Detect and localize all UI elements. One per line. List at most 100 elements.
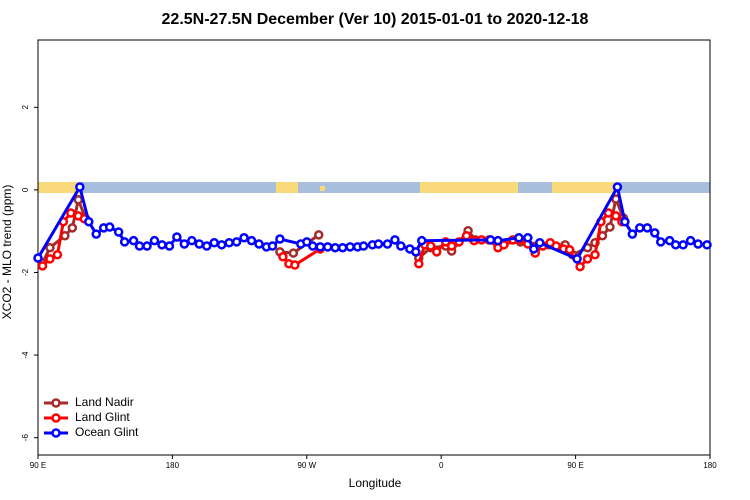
point [67, 223, 78, 233]
point [239, 233, 249, 243]
point [358, 241, 369, 251]
point [45, 254, 55, 264]
point [373, 239, 384, 249]
y-tick-label: 0 [21, 187, 30, 192]
point [267, 241, 278, 251]
point [330, 242, 340, 253]
legend-label: Land Nadir [75, 395, 134, 409]
x-tick-label: 90 E [567, 461, 583, 470]
x-axis-label: Longitude [349, 476, 402, 490]
point [417, 235, 427, 246]
point [693, 239, 703, 249]
ocean-strip [38, 182, 710, 193]
point [149, 235, 160, 246]
point [564, 245, 575, 255]
point [73, 195, 84, 205]
point [485, 235, 496, 245]
point [134, 241, 145, 251]
point [113, 227, 124, 237]
point [246, 235, 257, 246]
point [275, 234, 285, 244]
point [685, 235, 696, 246]
y-tick-label: 2 [21, 105, 30, 110]
point [620, 216, 630, 227]
point [493, 235, 503, 246]
point [535, 238, 545, 248]
point [446, 241, 457, 251]
point [37, 261, 48, 271]
y-tick-label: -2 [21, 268, 30, 276]
chart-title: 22.5N-27.5N December (Ver 10) 2015-01-01… [162, 11, 589, 28]
point [201, 241, 212, 251]
point [128, 235, 139, 246]
point [278, 252, 288, 262]
legend-marker [51, 428, 61, 438]
point [655, 237, 666, 247]
point [172, 232, 182, 242]
point [322, 242, 333, 252]
legend-marker [51, 413, 61, 423]
point [642, 223, 653, 233]
point [66, 208, 76, 218]
point [382, 239, 393, 249]
point [45, 242, 55, 253]
x-tick-label: 0 [439, 461, 444, 470]
point [104, 222, 115, 232]
point [345, 242, 355, 252]
point [390, 235, 400, 245]
y-tick-label: -6 [21, 434, 30, 442]
point [288, 248, 299, 258]
land-strip [420, 182, 518, 193]
x-tick-label: 180 [703, 461, 717, 470]
point [431, 247, 442, 257]
legend-marker [51, 398, 61, 408]
point [308, 241, 318, 251]
point [523, 233, 533, 243]
point [590, 249, 600, 260]
point [529, 244, 539, 254]
point [572, 254, 582, 264]
point [514, 233, 524, 243]
x-tick-label: 180 [166, 461, 180, 470]
point [313, 230, 324, 240]
land-strip [320, 186, 325, 191]
point [187, 235, 197, 246]
point [164, 241, 175, 251]
point [337, 242, 348, 253]
legend-label: Ocean Glint [75, 425, 139, 439]
point [611, 211, 621, 221]
point [603, 208, 614, 218]
point [84, 216, 94, 227]
point [649, 228, 660, 238]
point [627, 229, 638, 239]
point [290, 260, 300, 270]
point [254, 239, 264, 249]
point [231, 237, 242, 247]
point [414, 259, 424, 269]
point [157, 240, 167, 250]
point [224, 238, 234, 248]
point [678, 240, 688, 250]
point [425, 241, 436, 251]
point [52, 249, 63, 260]
point [664, 235, 675, 246]
point [702, 240, 712, 250]
point [461, 230, 472, 241]
point [209, 238, 219, 248]
point [75, 182, 85, 192]
point [33, 253, 43, 263]
point [605, 222, 615, 232]
point [411, 247, 421, 257]
point [582, 254, 593, 264]
point [91, 229, 101, 239]
point [119, 237, 130, 247]
point [302, 237, 312, 247]
point [670, 240, 681, 250]
point [396, 241, 406, 251]
y-tick-label: -4 [21, 351, 30, 359]
point [315, 242, 325, 252]
legend-label: Land Glint [75, 410, 130, 424]
point [194, 239, 205, 249]
x-tick-label: 90 E [30, 461, 46, 470]
